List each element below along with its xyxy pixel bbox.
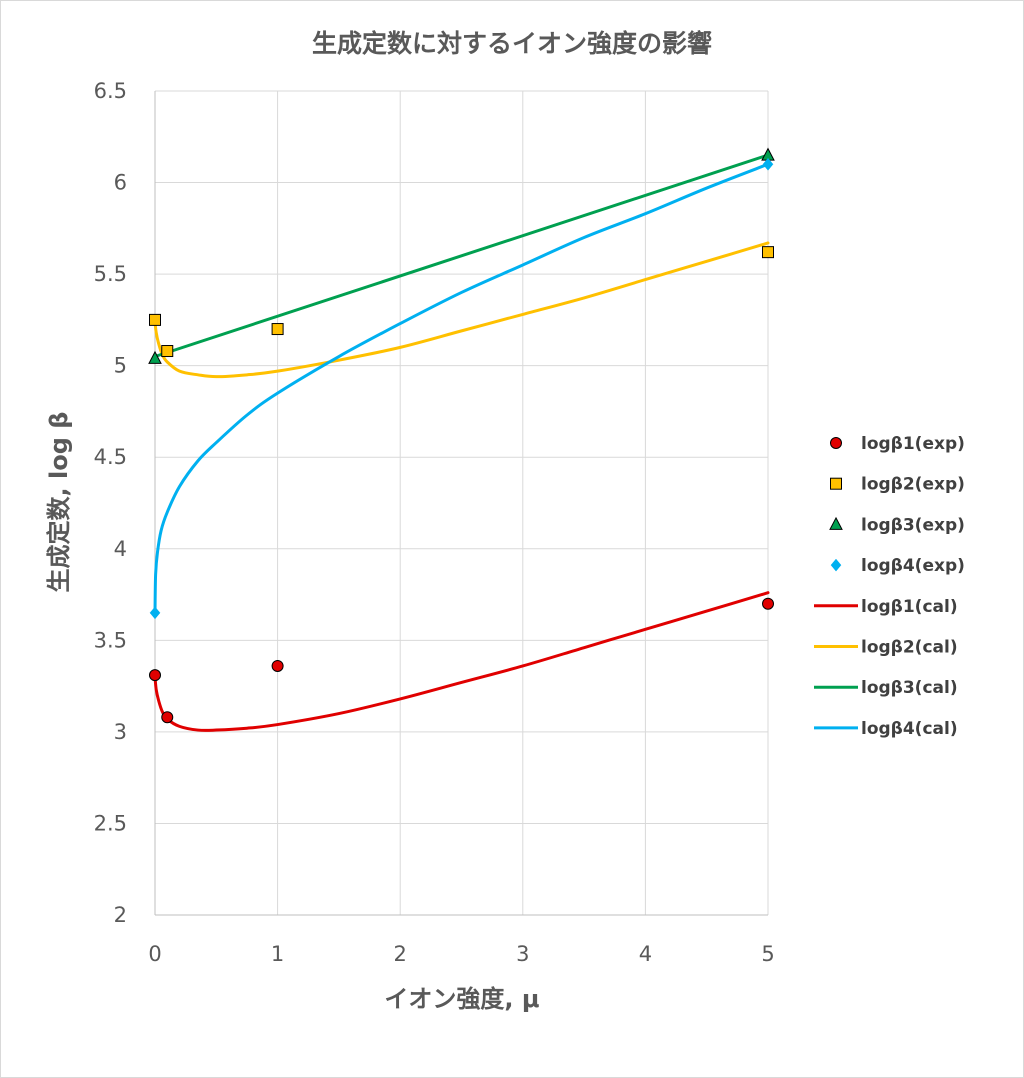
chart-title: 生成定数に対するイオン強度の影響	[312, 29, 712, 58]
y-tick-label: 5.5	[94, 262, 127, 286]
data-point-s4-1	[149, 606, 161, 620]
legend-label-5: logβ1(cal)	[861, 597, 958, 617]
legend-label-8: logβ4(cal)	[861, 719, 958, 739]
x-tick-label: 5	[761, 942, 774, 966]
series-line-6	[153, 241, 770, 379]
x-tick-labels: 0 1 2 3 4 5	[148, 942, 774, 966]
data-point-s3-1	[148, 350, 162, 364]
y-tick-label: 6	[114, 171, 127, 195]
x-tick-label: 2	[394, 942, 407, 966]
x-tick-label: 1	[271, 942, 284, 966]
x-tick-label: 3	[516, 942, 529, 966]
data-point-s2-2	[161, 345, 174, 358]
data-point-s1-2	[161, 711, 174, 724]
x-tick-label: 0	[148, 942, 161, 966]
y-tick-label: 6.5	[94, 79, 127, 103]
x-axis-title: イオン強度, μ	[384, 985, 539, 1013]
y-tick-label: 4	[114, 537, 127, 561]
data-point-s2-3	[271, 323, 284, 336]
x-tick-label: 4	[639, 942, 652, 966]
y-tick-label: 2.5	[94, 811, 127, 835]
legend: logβ1(exp) logβ2(exp) logβ3(exp) logβ4(exp)…	[814, 434, 965, 739]
data-markers	[148, 147, 775, 724]
data-point-s1-3	[271, 659, 284, 672]
y-tick-label: 4.5	[94, 445, 127, 469]
y-tick-labels: 2 2.5 3 3.5 4 4.5 5 5.5 6 6.5	[94, 79, 127, 927]
legend-symbol-1	[830, 437, 842, 449]
legend-symbol-2	[830, 477, 842, 490]
y-tick-label: 3.5	[94, 628, 127, 652]
legend-label-6: logβ2(cal)	[861, 638, 958, 658]
y-tick-label: 5	[114, 354, 127, 378]
legend-label-1: logβ1(exp)	[861, 434, 965, 454]
legend-symbol-4	[830, 558, 842, 572]
legend-label-3: logβ3(exp)	[861, 515, 965, 535]
series-line-8	[153, 162, 770, 615]
data-point-s4-2	[762, 157, 774, 171]
y-tick-label: 3	[114, 720, 127, 744]
y-tick-label: 2	[114, 903, 127, 927]
data-point-s2-1	[149, 313, 161, 326]
axes	[154, 91, 768, 916]
legend-label-2: logβ2(exp)	[861, 475, 965, 495]
series-line-7	[153, 153, 770, 359]
data-point-s1-4	[762, 597, 774, 610]
fitted-lines	[153, 153, 770, 732]
legend-label-7: logβ3(cal)	[861, 678, 958, 698]
legend-label-4: logβ4(exp)	[861, 556, 965, 576]
y-axis-title: 生成定数, log β	[45, 412, 73, 593]
data-point-s2-4	[762, 246, 774, 259]
gridlines	[154, 90, 769, 916]
data-point-s1-1	[149, 669, 161, 682]
legend-symbol-3	[829, 516, 843, 530]
series-line-5	[153, 591, 770, 732]
